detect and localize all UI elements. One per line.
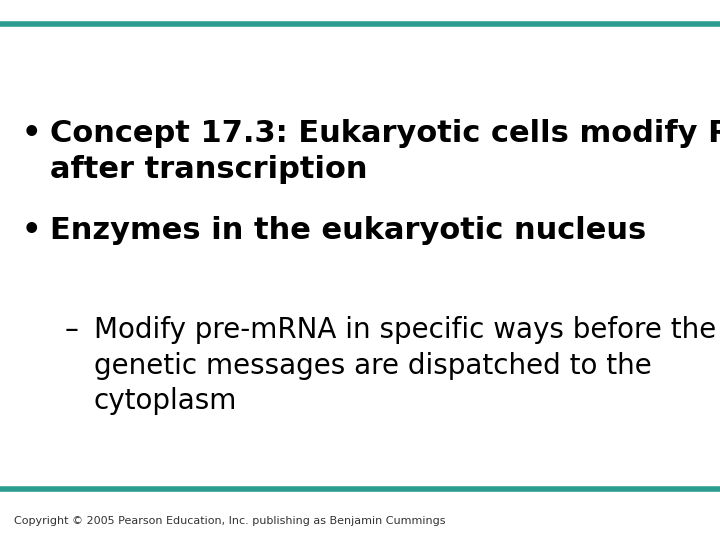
Text: Copyright © 2005 Pearson Education, Inc. publishing as Benjamin Cummings: Copyright © 2005 Pearson Education, Inc.… bbox=[14, 516, 446, 526]
Text: Enzymes in the eukaryotic nucleus: Enzymes in the eukaryotic nucleus bbox=[50, 216, 647, 245]
Text: Modify pre-mRNA in specific ways before the
genetic messages are dispatched to t: Modify pre-mRNA in specific ways before … bbox=[94, 316, 716, 415]
Text: Concept 17.3: Eukaryotic cells modify RNA
after transcription: Concept 17.3: Eukaryotic cells modify RN… bbox=[50, 119, 720, 184]
Text: •: • bbox=[22, 119, 41, 148]
Text: –: – bbox=[65, 316, 78, 344]
Text: •: • bbox=[22, 216, 41, 245]
